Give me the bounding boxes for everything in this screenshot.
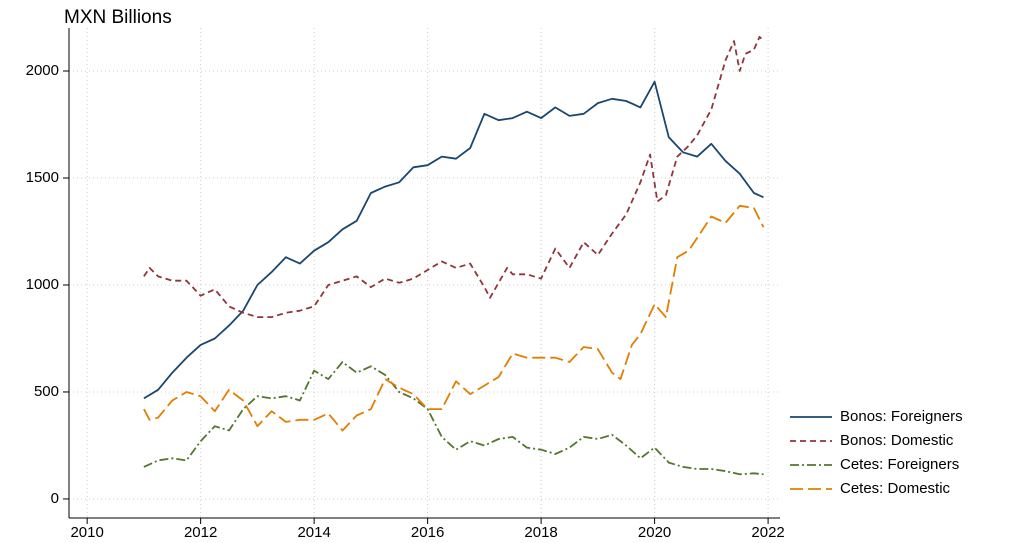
legend-label: Bonos: Foreigners	[840, 408, 963, 425]
y-tick-label: 500	[34, 383, 59, 400]
x-tick-label: 2012	[184, 524, 217, 541]
chart-title: MXN Billions	[64, 7, 172, 28]
series-line	[143, 204, 765, 432]
y-tick-label: 2000	[26, 62, 59, 79]
legend-label: Bonos: Domestic	[840, 432, 954, 449]
x-tick-label: 2020	[638, 524, 671, 541]
y-tick-label: 0	[51, 490, 59, 507]
x-tick-label: 2018	[524, 524, 557, 541]
legend-label: Cetes: Domestic	[840, 480, 951, 497]
series-line	[143, 35, 765, 318]
y-tick-label: 1000	[26, 276, 59, 293]
series-line	[143, 80, 764, 400]
x-tick-label: 2014	[297, 524, 330, 541]
x-tick-label: 2022	[751, 524, 784, 541]
x-tick-label: 2016	[411, 524, 444, 541]
y-tick-label: 1500	[26, 169, 59, 186]
series-line	[143, 361, 764, 476]
x-tick-label: 2010	[70, 524, 103, 541]
legend-label: Cetes: Foreigners	[840, 456, 959, 473]
